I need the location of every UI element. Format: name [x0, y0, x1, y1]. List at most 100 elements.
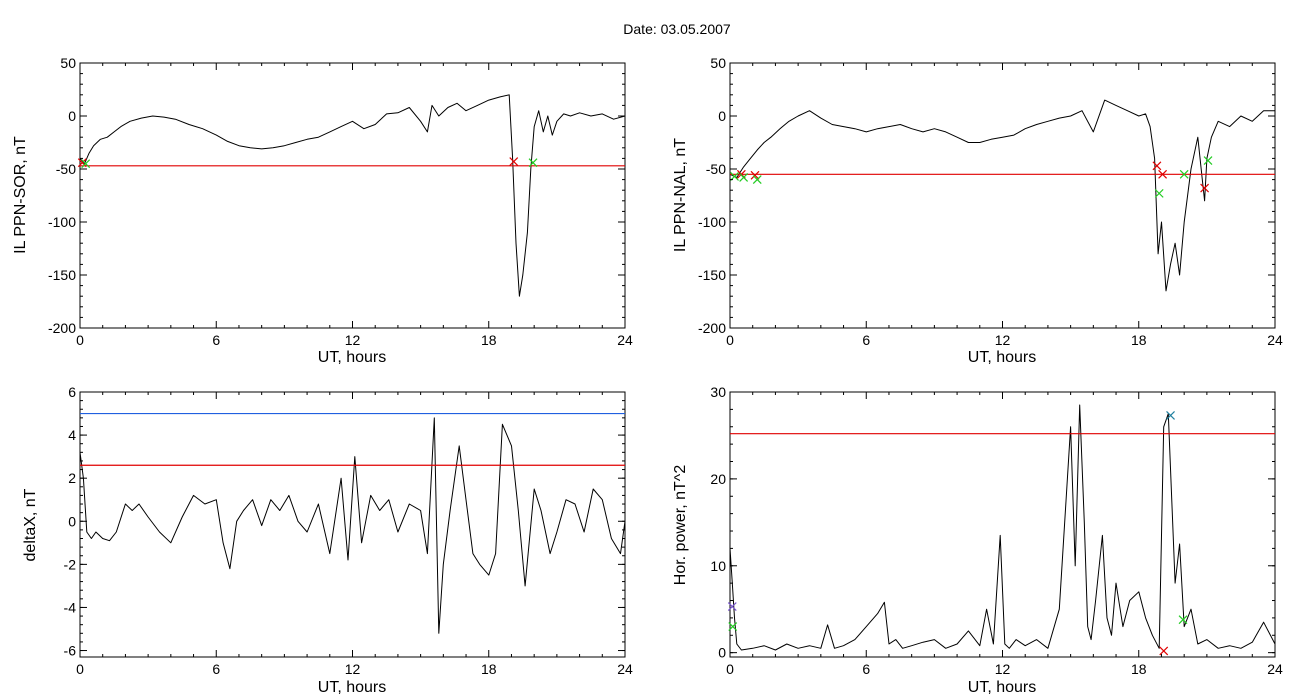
y-tick-label: 10	[710, 558, 726, 574]
cross-marker	[750, 170, 760, 180]
cross-marker	[81, 159, 91, 169]
cross-marker	[1154, 188, 1164, 198]
ticks-layer: 0 6 12 18 24 50 0 -50 -100 -150 -200	[48, 55, 633, 348]
x-tick-label: 0	[76, 661, 84, 677]
y-tick-label: -50	[706, 161, 726, 177]
marker-stroke	[1154, 188, 1164, 198]
series-layer	[79, 94, 626, 297]
panel-ppn-sor: 0 6 12 18 24 50 0 -50 -100 -150 -200 UT, hours IL …	[12, 55, 633, 366]
x-tick-label: 18	[1131, 661, 1147, 677]
series-layer	[79, 412, 626, 634]
y-tick-label: -100	[698, 214, 726, 230]
marker-stroke	[727, 602, 737, 612]
marker-stroke	[1179, 169, 1189, 179]
marker-stroke	[509, 157, 519, 167]
x-tick-label: 12	[345, 661, 361, 677]
x-tick-label: 6	[212, 332, 220, 348]
cross-marker	[1159, 646, 1169, 656]
cross-marker	[752, 175, 762, 185]
panel-hor-power: 0 6 12 18 24 30 20 10 0 UT, hours Hor. power, nT…	[672, 384, 1283, 696]
y-axis-label: deltaX, nT	[22, 488, 39, 561]
x-tick-label: 12	[995, 332, 1011, 348]
cross-marker	[1152, 161, 1162, 171]
marker-stroke	[736, 169, 746, 179]
y-tick-label: -6	[64, 643, 77, 659]
y-tick-label: -50	[56, 161, 76, 177]
y-tick-label: -100	[48, 214, 76, 230]
y-axis-label: IL PPN-NAL, nT	[672, 138, 689, 252]
x-tick-label: 6	[862, 661, 870, 677]
marker-stroke	[752, 175, 762, 185]
x-tick-label: 18	[1131, 332, 1147, 348]
marker-stroke	[1166, 411, 1175, 420]
marker-stroke	[528, 158, 538, 168]
ticks-layer: 0 6 12 18 24 6 4 2 0 -2 -4 -6	[64, 384, 633, 677]
cross-marker	[528, 158, 538, 168]
x-tick-label: 6	[212, 661, 220, 677]
y-tick-label: -150	[48, 267, 76, 283]
y-tick-label: 50	[710, 55, 726, 71]
marker-stroke	[750, 170, 760, 180]
x-tick-label: 0	[76, 332, 84, 348]
x-tick-label: 12	[995, 661, 1011, 677]
cross-marker	[1158, 169, 1168, 179]
y-axis-label: IL PPN-SOR, nT	[12, 136, 29, 254]
series-layer	[729, 404, 1276, 651]
marker-stroke	[728, 622, 738, 632]
x-axis-label: UT, hours	[318, 349, 386, 366]
x-tick-label: 0	[726, 661, 734, 677]
cross-marker	[728, 622, 738, 632]
cross-marker	[739, 173, 749, 182]
x-tick-label: 24	[617, 661, 633, 677]
x-axis-label: UT, hours	[968, 349, 1036, 366]
y-tick-label: -150	[698, 267, 726, 283]
marker-stroke	[1152, 161, 1162, 171]
data-series-line	[729, 404, 1276, 651]
cross-marker	[1200, 183, 1210, 193]
x-tick-label: 24	[1267, 661, 1283, 677]
x-tick-label: 24	[1267, 332, 1283, 348]
marker-stroke	[1203, 156, 1213, 165]
y-tick-label: -2	[64, 556, 77, 572]
x-axis-label: UT, hours	[318, 679, 386, 696]
panel-deltax: 0 6 12 18 24 6 4 2 0 -2 -4 -6 UT, hours deltaX, nT	[22, 384, 633, 696]
cross-marker	[509, 157, 519, 167]
marker-stroke	[1178, 615, 1188, 625]
y-tick-label: 30	[710, 384, 726, 400]
y-tick-label: -200	[698, 320, 726, 336]
marker-stroke	[81, 159, 91, 169]
marker-stroke	[1159, 646, 1169, 656]
x-tick-label: 18	[481, 661, 497, 677]
x-tick-label: 6	[862, 332, 870, 348]
y-tick-label: -4	[64, 599, 77, 615]
cross-marker	[1179, 169, 1189, 179]
cross-marker	[1203, 156, 1213, 165]
cross-marker	[727, 602, 737, 612]
y-tick-label: 0	[68, 108, 76, 124]
y-tick-label: 50	[60, 55, 76, 71]
y-tick-label: 4	[68, 427, 76, 443]
marker-stroke	[77, 158, 87, 168]
data-series-line	[79, 417, 626, 634]
data-series-line	[729, 99, 1275, 292]
marker-stroke	[730, 171, 739, 181]
marker-stroke	[1158, 169, 1168, 179]
x-tick-label: 18	[481, 332, 497, 348]
cross-marker	[1166, 411, 1175, 420]
x-axis-label: UT, hours	[968, 679, 1036, 696]
y-tick-label: 0	[68, 513, 76, 529]
y-tick-label: 20	[710, 471, 726, 487]
y-tick-label: 2	[68, 470, 76, 486]
x-tick-label: 24	[617, 332, 633, 348]
cross-marker	[1178, 615, 1188, 625]
y-axis-label: Hor. power, nT^2	[672, 465, 689, 586]
marker-stroke	[1200, 183, 1210, 193]
y-tick-label: -200	[48, 320, 76, 336]
markers-layer	[730, 156, 1213, 198]
ticks-layer: 0 6 12 18 24 50 0 -50 -100 -150 -200	[698, 55, 1283, 348]
markers-layer	[77, 157, 538, 169]
x-tick-label: 0	[726, 332, 734, 348]
markers-layer	[727, 411, 1188, 656]
